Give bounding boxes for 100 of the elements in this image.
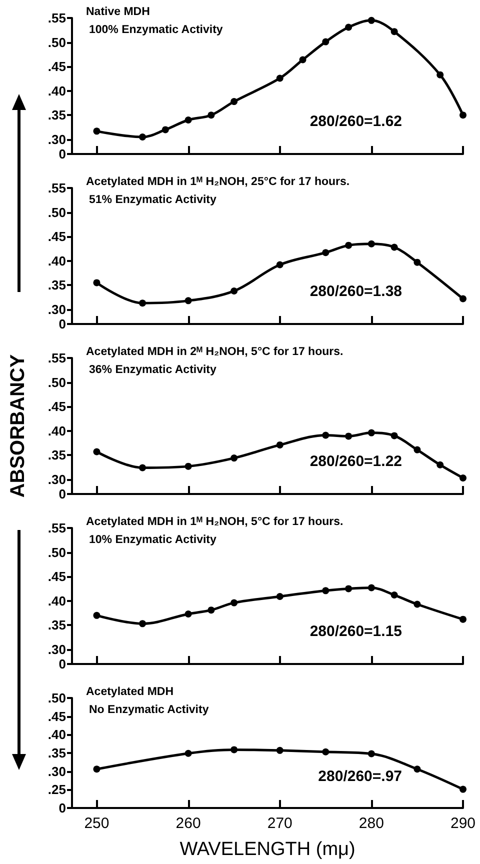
annotation: 280/260=.97 xyxy=(318,768,402,785)
point xyxy=(414,766,421,773)
point xyxy=(368,16,375,24)
point xyxy=(184,297,192,304)
x-tick-label: 290 xyxy=(450,815,476,832)
y-tick-label: .50 xyxy=(48,204,66,220)
point xyxy=(230,454,238,462)
point xyxy=(139,300,146,307)
point xyxy=(368,240,375,248)
y-tick-label: .55 xyxy=(48,180,66,196)
annotation: 280/260=1.22 xyxy=(310,453,402,470)
text: No Enzymatic Activity xyxy=(89,704,210,716)
y-tick-label: .55 xyxy=(48,350,66,366)
x-axis-title: WAVELENGTH (mμ) xyxy=(180,839,356,860)
point xyxy=(322,432,330,439)
chart-title: Acetylated MDH in 2ᴹ H₂NOH, 5°C for 17 hours. xyxy=(86,346,344,358)
point xyxy=(230,98,238,106)
text: 36% Enzymatic Activity xyxy=(89,364,218,376)
chart-title: Acetylated MDH xyxy=(86,686,174,698)
y-tick-label: 0 xyxy=(58,800,66,816)
point xyxy=(230,599,238,606)
point xyxy=(184,750,192,757)
point xyxy=(322,38,330,46)
y-tick-label: .35 xyxy=(48,448,66,463)
point xyxy=(276,592,284,600)
point xyxy=(322,249,330,256)
chart-title: Native MDH xyxy=(86,6,150,18)
y-tick-label: .45 xyxy=(48,59,66,74)
point xyxy=(436,461,444,468)
text: 100% Enzymatic Activity xyxy=(89,24,224,36)
point xyxy=(299,56,306,64)
point xyxy=(414,258,421,266)
y-tick-label: 0 xyxy=(58,316,66,332)
point xyxy=(93,766,100,773)
point xyxy=(345,432,352,440)
y-tick-label: .45 xyxy=(48,399,66,414)
point xyxy=(460,295,466,302)
point xyxy=(276,74,284,82)
y-axis-title: ABSORBANCY xyxy=(7,354,29,498)
point xyxy=(368,584,375,592)
y-tick-label: .25 xyxy=(48,782,66,798)
y-tick-label: 0 xyxy=(58,146,66,162)
point xyxy=(93,448,100,456)
y-tick-label: .50 xyxy=(48,374,66,390)
y-tick-label: .40 xyxy=(48,593,66,608)
y-tick-label: .30 xyxy=(48,302,66,317)
point xyxy=(230,287,238,294)
chart-title: Acetylated MDH in 1ᴹ H₂NOH, 25°C for 17 hours. xyxy=(86,176,350,188)
point xyxy=(139,464,146,472)
y-tick-label: .30 xyxy=(48,642,66,657)
point xyxy=(93,279,100,286)
point xyxy=(460,474,466,482)
y-tick-label: .40 xyxy=(48,423,66,438)
point xyxy=(184,610,192,618)
chart-title: Acetylated MDH in 1ᴹ H₂NOH, 5°C for 17 hours. xyxy=(86,516,344,528)
point xyxy=(390,244,398,251)
x-tick-label: 270 xyxy=(267,815,292,832)
point xyxy=(414,600,421,608)
point xyxy=(345,242,352,249)
y-tick-label: .30 xyxy=(48,132,66,147)
point xyxy=(390,432,398,440)
y-tick-label: .35 xyxy=(48,746,66,760)
point xyxy=(276,746,284,754)
y-tick-label: .35 xyxy=(48,108,66,123)
x-tick-label: 280 xyxy=(358,815,384,832)
point xyxy=(414,446,421,454)
point xyxy=(162,126,169,134)
point xyxy=(460,112,466,119)
point xyxy=(345,24,352,31)
point xyxy=(139,620,146,628)
y-tick-label: .30 xyxy=(48,472,66,487)
point xyxy=(276,261,284,268)
point xyxy=(208,606,215,614)
text: 10% Enzymatic Activity xyxy=(89,534,218,546)
point xyxy=(276,441,284,448)
annotation: 280/260=1.62 xyxy=(310,113,402,130)
point xyxy=(390,592,398,599)
annotation: 280/260=1.15 xyxy=(310,623,402,640)
point xyxy=(322,748,330,756)
point xyxy=(184,116,192,124)
y-tick-label: .45 xyxy=(48,229,66,244)
y-tick-label: .30 xyxy=(48,764,66,779)
annotation: 280/260=1.38 xyxy=(310,283,402,300)
y-tick-label: 0 xyxy=(58,486,66,502)
point xyxy=(230,746,238,754)
y-tick-label: .40 xyxy=(48,83,66,98)
y-tick-label: .40 xyxy=(48,727,66,742)
point xyxy=(184,462,192,470)
y-tick-label: .45 xyxy=(48,569,66,584)
point xyxy=(390,28,398,36)
y-tick-label: .55 xyxy=(48,10,66,26)
y-tick-label: .50 xyxy=(48,34,66,50)
point xyxy=(93,612,100,619)
y-tick-label: .50 xyxy=(48,690,66,706)
point xyxy=(368,750,375,758)
y-tick-label: .35 xyxy=(48,618,66,633)
y-tick-label: .50 xyxy=(48,544,66,560)
y-tick-label: .45 xyxy=(48,708,66,724)
y-tick-label: .55 xyxy=(48,520,66,536)
point xyxy=(322,587,330,594)
